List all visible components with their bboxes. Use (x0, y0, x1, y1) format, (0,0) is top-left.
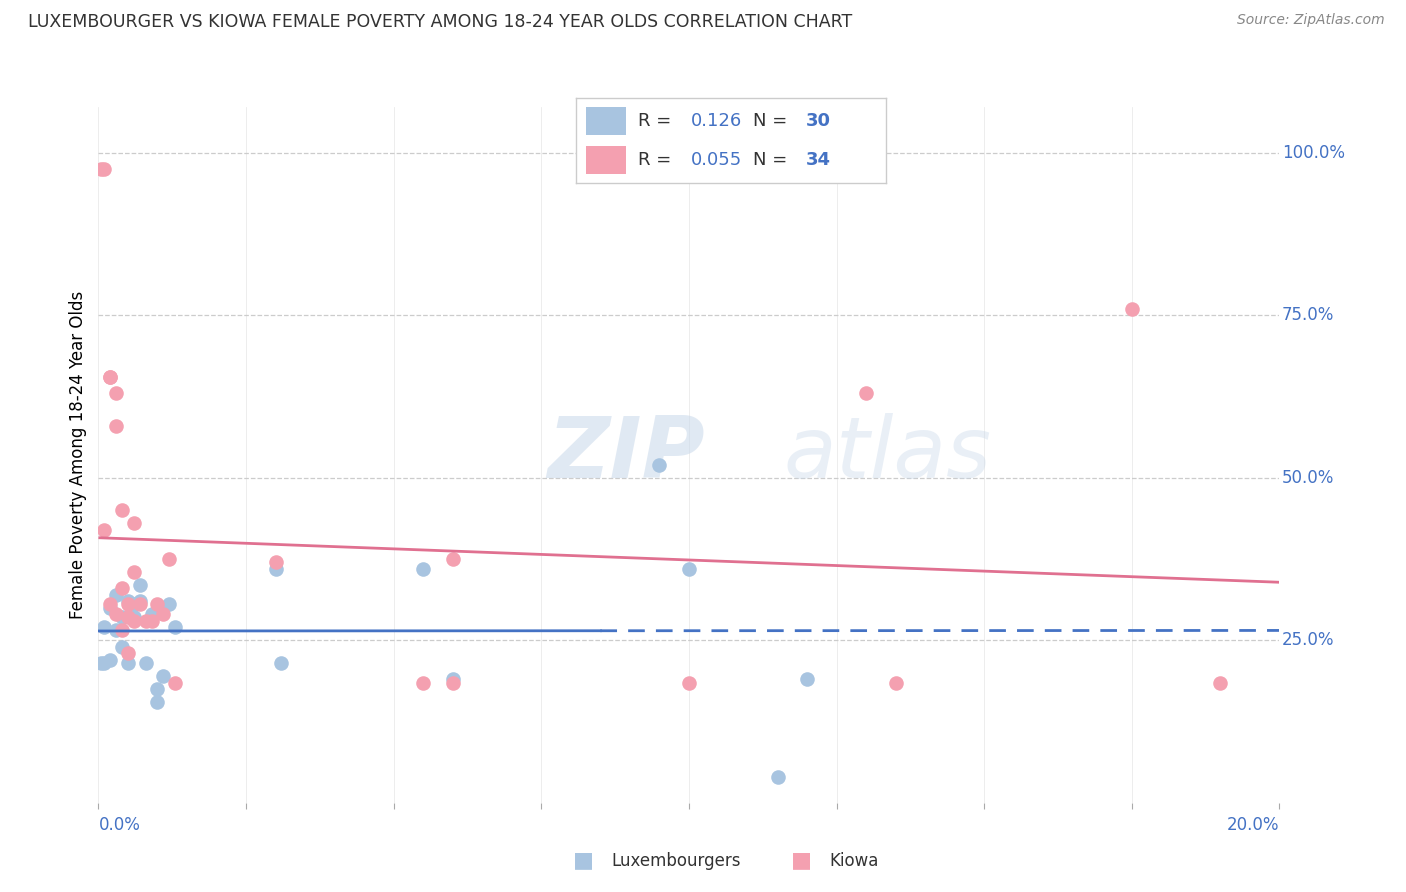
Point (122, 565, 145, 579)
Text: 34: 34 (806, 151, 831, 169)
Text: ■: ■ (574, 850, 593, 870)
Point (884, 675, 907, 690)
Text: N =: N = (752, 112, 793, 130)
Text: R =: R = (638, 112, 678, 130)
Text: Kiowa: Kiowa (830, 852, 879, 870)
Point (270, 656, 292, 670)
Text: Source: ZipAtlas.com: Source: ZipAtlas.com (1237, 13, 1385, 28)
Point (128, 578, 150, 592)
Point (128, 594, 150, 608)
Point (117, 594, 139, 608)
Point (98, 600, 121, 615)
Text: ZIP: ZIP (547, 413, 704, 497)
Point (117, 656, 139, 670)
Point (441, 552, 464, 566)
Point (122, 598, 145, 612)
Point (441, 675, 464, 690)
Point (93, 161, 115, 176)
FancyBboxPatch shape (586, 107, 626, 136)
Point (855, 386, 877, 401)
Point (98, 653, 121, 667)
Point (264, 555, 287, 569)
Text: 75.0%: 75.0% (1282, 306, 1334, 324)
Point (98, 598, 121, 612)
Point (98, 370, 121, 384)
Point (264, 562, 287, 576)
Point (648, 458, 671, 472)
Text: 0.0%: 0.0% (98, 816, 141, 834)
Text: Luxembourgers: Luxembourgers (612, 852, 741, 870)
Point (128, 598, 150, 612)
Point (117, 646, 139, 660)
Point (412, 562, 434, 576)
Text: 0.055: 0.055 (690, 151, 742, 169)
Point (117, 598, 139, 612)
Point (117, 610, 139, 624)
Text: N =: N = (752, 151, 793, 169)
Point (93, 523, 115, 537)
Point (157, 552, 180, 566)
Point (146, 681, 169, 696)
Point (441, 672, 464, 686)
Point (105, 418, 128, 433)
Point (1209, 675, 1232, 690)
Point (1121, 301, 1143, 316)
Text: ■: ■ (792, 850, 811, 870)
Point (678, 562, 700, 576)
Text: atlas: atlas (783, 413, 991, 497)
Point (111, 503, 134, 517)
Point (678, 675, 700, 690)
Point (141, 614, 163, 628)
Text: 20.0%: 20.0% (1227, 816, 1279, 834)
Point (165, 675, 187, 690)
Point (111, 640, 134, 654)
Point (165, 620, 187, 634)
Point (98, 370, 121, 384)
Point (157, 598, 180, 612)
Point (111, 610, 134, 624)
Text: 25.0%: 25.0% (1282, 632, 1334, 649)
Point (90, 656, 112, 670)
Point (135, 656, 157, 670)
Text: 50.0%: 50.0% (1282, 468, 1334, 487)
Point (93, 620, 115, 634)
Y-axis label: Female Poverty Among 18-24 Year Olds: Female Poverty Among 18-24 Year Olds (69, 291, 87, 619)
Point (90, 161, 112, 176)
Point (111, 581, 134, 595)
Point (152, 607, 174, 622)
Point (412, 675, 434, 690)
Point (766, 770, 789, 784)
Point (141, 607, 163, 622)
Text: R =: R = (638, 151, 678, 169)
Point (93, 656, 115, 670)
Point (105, 607, 128, 622)
Text: 100.0%: 100.0% (1282, 144, 1344, 161)
Point (146, 695, 169, 709)
Point (105, 624, 128, 638)
Point (111, 624, 134, 638)
Point (105, 386, 128, 401)
Text: LUXEMBOURGER VS KIOWA FEMALE POVERTY AMONG 18-24 YEAR OLDS CORRELATION CHART: LUXEMBOURGER VS KIOWA FEMALE POVERTY AMO… (28, 13, 852, 31)
Point (796, 672, 818, 686)
Text: 0.126: 0.126 (690, 112, 742, 130)
FancyBboxPatch shape (586, 145, 626, 175)
Point (122, 614, 145, 628)
Point (105, 588, 128, 602)
Text: 30: 30 (806, 112, 831, 130)
Point (135, 614, 157, 628)
Point (122, 516, 145, 531)
Point (146, 598, 169, 612)
Point (152, 669, 174, 683)
Point (122, 610, 145, 624)
